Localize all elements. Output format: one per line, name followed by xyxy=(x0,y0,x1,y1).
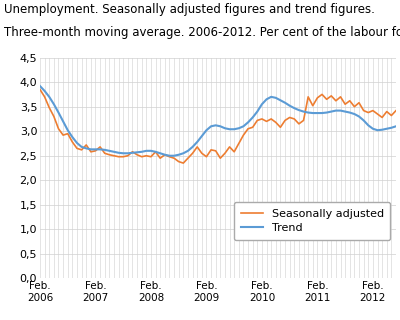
Trend xyxy=(38,84,42,88)
Trend xyxy=(222,126,227,130)
Seasonally adjusted xyxy=(181,161,186,165)
Seasonally adjusted xyxy=(98,145,102,149)
Text: Three-month moving average. 2006-2012. Per cent of the labour force.: Three-month moving average. 2006-2012. P… xyxy=(4,26,400,39)
Text: Unemployment. Seasonally adjusted figures and trend figures.: Unemployment. Seasonally adjusted figure… xyxy=(4,3,375,16)
Seasonally adjusted xyxy=(61,133,66,137)
Trend xyxy=(394,124,398,128)
Seasonally adjusted xyxy=(222,151,227,155)
Seasonally adjusted xyxy=(195,145,200,149)
Trend xyxy=(195,140,200,144)
Trend xyxy=(153,150,158,154)
Trend xyxy=(98,148,102,151)
Line: Trend: Trend xyxy=(40,86,396,156)
Line: Seasonally adjusted: Seasonally adjusted xyxy=(40,90,396,163)
Trend xyxy=(61,119,66,123)
Trend xyxy=(296,108,301,112)
Seasonally adjusted xyxy=(153,150,158,154)
Legend: Seasonally adjusted, Trend: Seasonally adjusted, Trend xyxy=(234,202,390,240)
Seasonally adjusted xyxy=(394,109,398,113)
Trend xyxy=(167,154,172,158)
Seasonally adjusted xyxy=(296,122,301,126)
Seasonally adjusted xyxy=(38,88,42,92)
